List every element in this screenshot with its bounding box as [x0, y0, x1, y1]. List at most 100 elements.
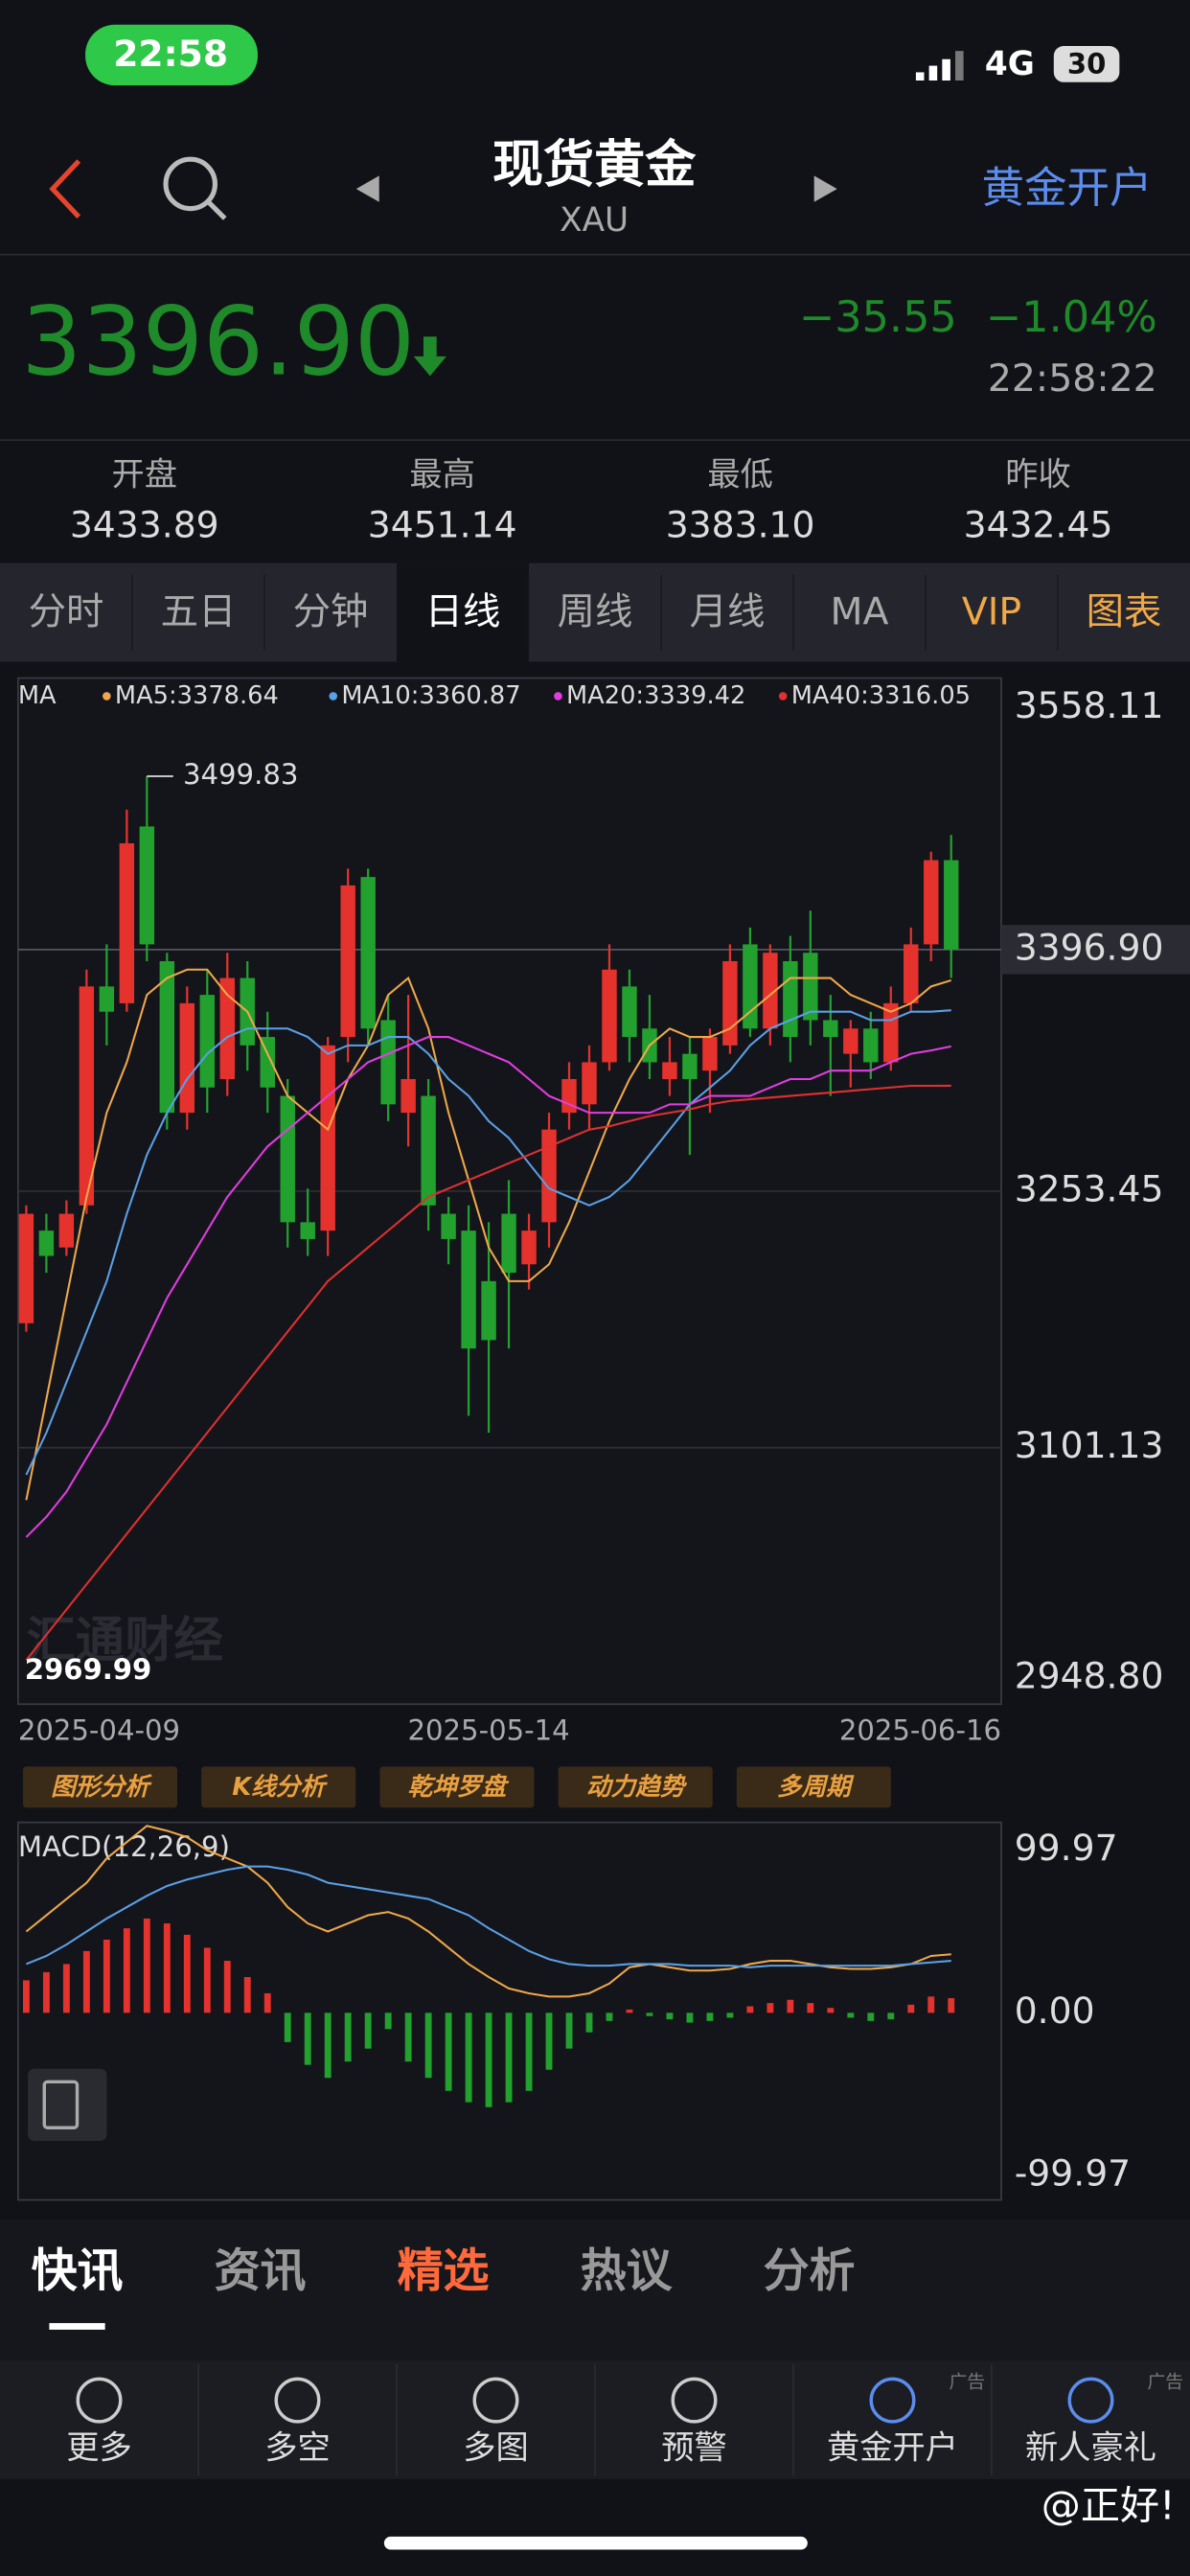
- macd-bar: [847, 2012, 855, 2018]
- period-tab[interactable]: VIP: [962, 589, 1021, 633]
- tool-button[interactable]: [736, 1766, 891, 1808]
- nav-label[interactable]: 多图: [463, 2429, 529, 2468]
- tool-button[interactable]: [22, 1766, 178, 1808]
- nav-icon[interactable]: [472, 2377, 519, 2424]
- period-tab[interactable]: 日线: [425, 589, 501, 633]
- nav-icon[interactable]: [869, 2377, 916, 2424]
- stats: 开盘 3433.89 最高 3451.14 最低 3383.10 昨收 3432.45: [70, 455, 1113, 545]
- news-tab[interactable]: 分析: [764, 2244, 856, 2298]
- macd-bar: [143, 1918, 150, 2013]
- candle-body: [924, 860, 939, 945]
- tool-button[interactable]: [558, 1766, 713, 1808]
- tool-label[interactable]: 多周期: [777, 1773, 855, 1802]
- signal: [915, 51, 964, 81]
- search-button[interactable]: [163, 156, 217, 212]
- nav-label[interactable]: 预警: [661, 2429, 727, 2468]
- nav-label[interactable]: 多空: [264, 2429, 331, 2468]
- period-tab[interactable]: 分钟: [293, 589, 369, 633]
- y-tick-label: 0.00: [1015, 1990, 1095, 2032]
- macd-bar: [183, 1934, 191, 2013]
- macd-bar: [867, 2012, 875, 2021]
- macd-bar: [927, 1996, 935, 2013]
- macd-bar: [324, 2012, 332, 2079]
- news-tabs: 快讯 资讯 精选 热议 分析: [32, 2244, 856, 2330]
- rotate-button[interactable]: [28, 2068, 107, 2141]
- nav-icon[interactable]: [1067, 2377, 1114, 2424]
- nav-label[interactable]: 新人豪礼: [1025, 2429, 1156, 2468]
- next-button[interactable]: [813, 175, 837, 202]
- candle-body: [541, 1129, 557, 1223]
- nav-label[interactable]: 黄金开户: [827, 2429, 958, 2468]
- prev-button[interactable]: [355, 175, 379, 202]
- tool-label[interactable]: 乾坤罗盘: [408, 1773, 510, 1802]
- macd-bar: [424, 2012, 432, 2079]
- nav-icon[interactable]: [76, 2377, 123, 2424]
- period-tab[interactable]: 周线: [558, 589, 633, 633]
- stat-label: 开盘: [111, 455, 177, 494]
- period-tab[interactable]: 月线: [690, 589, 766, 633]
- macd-bar: [545, 2012, 553, 2070]
- macd-bar: [726, 2012, 734, 2018]
- period-tab[interactable]: 图表: [1087, 589, 1162, 633]
- candle-body: [722, 960, 738, 1046]
- tool-label[interactable]: 图形分析: [51, 1773, 152, 1802]
- battery: [1053, 46, 1120, 82]
- nav-icon[interactable]: [671, 2377, 718, 2424]
- x-tick-label: 2025-05-14: [407, 1714, 569, 1746]
- tool-label[interactable]: K线分析: [232, 1773, 328, 1802]
- subtitle: XAU: [560, 201, 629, 240]
- macd-bar: [485, 2012, 492, 2107]
- back-button[interactable]: [49, 159, 81, 218]
- ma-line: [25, 1084, 951, 1661]
- tool-label[interactable]: 动力趋势: [586, 1773, 688, 1802]
- candle-body: [602, 969, 617, 1063]
- y-tick-label: 3253.45: [1015, 1167, 1164, 1209]
- search-handle: [206, 199, 227, 220]
- macd-bar: [103, 1939, 110, 2013]
- y-tick-label: 99.97: [1015, 1827, 1118, 1869]
- candle-body: [99, 986, 115, 1012]
- nav-label[interactable]: 更多: [66, 2429, 132, 2468]
- news-tab[interactable]: 资讯: [215, 2244, 307, 2298]
- price-chart: 3558.11 3396.90 3253.45 3101.13 2948.80 MA MA5…: [18, 681, 1190, 1746]
- macd-bar: [42, 1971, 50, 2013]
- candle-body: [521, 1230, 537, 1265]
- stat-label: 昨收: [1005, 455, 1071, 494]
- down-arrow: [413, 336, 446, 377]
- macd-bar: [666, 2012, 674, 2020]
- macd-bar: [223, 1961, 231, 2013]
- high-label: 3499.83: [183, 758, 298, 791]
- ma-line: [25, 1036, 951, 1538]
- macd-bar: [686, 2012, 694, 2023]
- news-tab[interactable]: 热议: [581, 2244, 674, 2298]
- watermark: 汇通财经: [26, 1612, 223, 1669]
- macd-bar: [626, 2009, 633, 2013]
- ma-line: [25, 1009, 951, 1476]
- last-price-tag: [1000, 925, 1190, 975]
- candle-body: [360, 877, 376, 1029]
- candle-body: [58, 1213, 75, 1248]
- candle-body: [421, 1095, 436, 1206]
- news-tab[interactable]: 精选: [398, 2244, 490, 2298]
- candle-body: [501, 1213, 516, 1274]
- tool-button[interactable]: [201, 1766, 356, 1808]
- news-tab[interactable]: 快讯: [32, 2244, 124, 2298]
- macd-bar: [243, 1977, 251, 2013]
- candle-body: [702, 1037, 718, 1071]
- period-tab[interactable]: MA: [831, 589, 889, 633]
- macd-bar: [22, 1980, 30, 2013]
- macd-bar: [565, 2012, 573, 2049]
- macd-bar: [384, 2012, 392, 2030]
- tool-button[interactable]: [379, 1766, 535, 1808]
- open-account[interactable]: 黄金开户: [981, 163, 1152, 213]
- macd-bar: [827, 2008, 835, 2013]
- nav-icon[interactable]: [274, 2377, 321, 2424]
- stat-value: 3383.10: [666, 503, 815, 545]
- candle-body: [179, 1002, 195, 1114]
- period-tab[interactable]: 五日: [161, 589, 237, 633]
- candle-body: [863, 1028, 879, 1063]
- period-tab[interactable]: 分时: [29, 589, 104, 633]
- candle-body: [300, 1222, 315, 1239]
